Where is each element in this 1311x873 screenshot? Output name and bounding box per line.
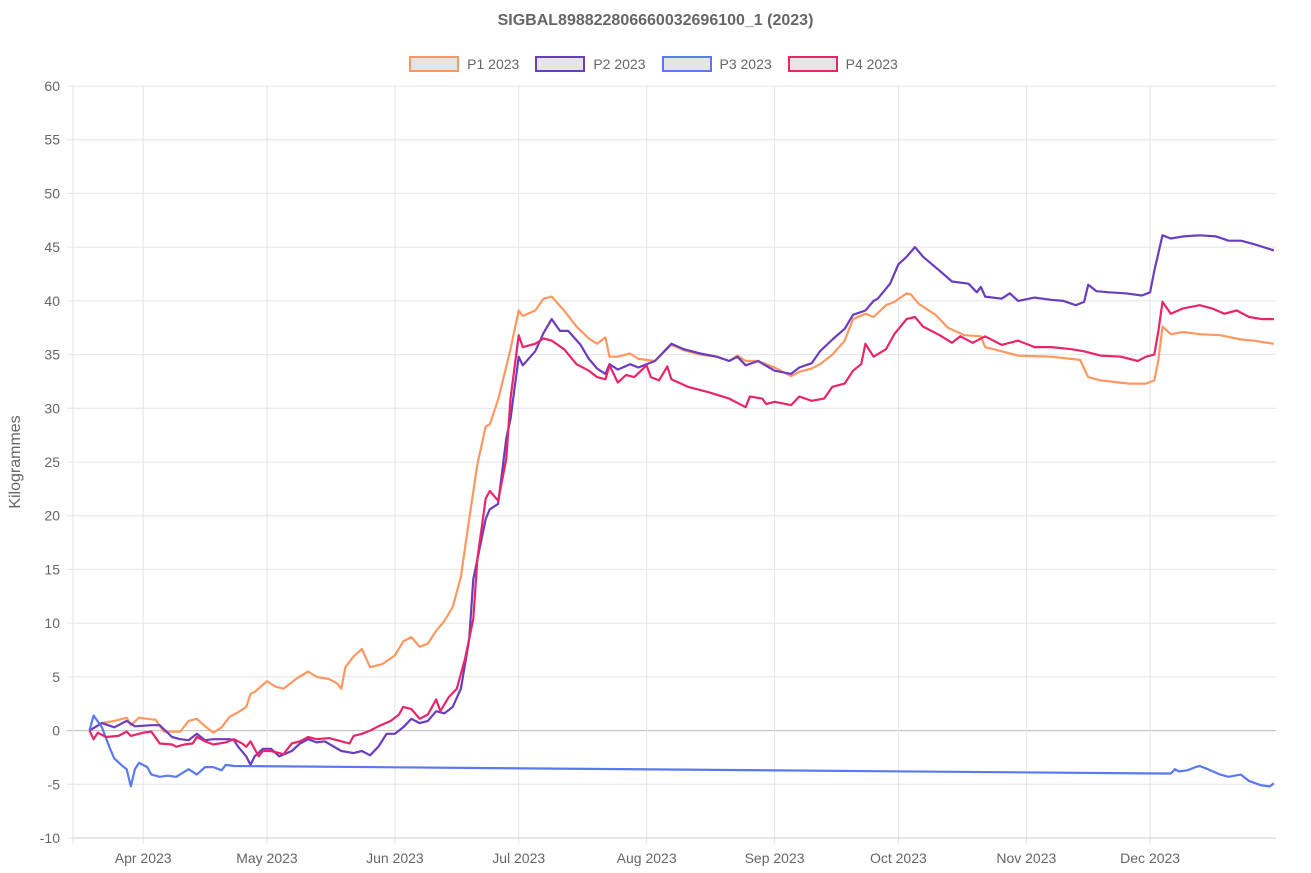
y-tick-label: 55 <box>44 132 60 148</box>
y-axis-label: Kilogrammes <box>7 415 24 508</box>
y-tick-label: 25 <box>44 454 60 470</box>
legend-label: P1 2023 <box>467 56 520 72</box>
legend: P1 2023 P2 2023 P3 2023 P4 2023 <box>0 56 1311 72</box>
legend-label: P2 2023 <box>593 56 646 72</box>
legend-label: P4 2023 <box>845 56 898 72</box>
y-tick-label: 10 <box>44 615 60 631</box>
x-tick-label: Apr 2023 <box>115 850 172 866</box>
x-tick-label: Oct 2023 <box>870 850 927 866</box>
y-tick-label: 0 <box>52 723 60 739</box>
x-tick-label: Sep 2023 <box>745 850 805 866</box>
x-tick-label: Jun 2023 <box>366 850 424 866</box>
series-line-p4 <box>88 300 1274 758</box>
y-tick-label: 15 <box>44 561 60 577</box>
x-tick-label: Aug 2023 <box>617 850 677 866</box>
series-line-p2 <box>88 234 1275 767</box>
y-tick-label: 50 <box>44 185 60 201</box>
legend-swatch <box>409 56 460 72</box>
legend-swatch <box>661 56 712 72</box>
legend-item-p2[interactable]: P2 2023 <box>535 56 646 72</box>
legend-item-p4[interactable]: P4 2023 <box>787 56 898 72</box>
chart-title: SIGBAL898822806660032696100_1 (2023) <box>497 12 814 29</box>
y-tick-label: 35 <box>44 347 60 363</box>
series-line-p3 <box>88 714 1275 788</box>
y-tick-label: -10 <box>40 830 60 846</box>
y-tick-label: 60 <box>44 78 60 94</box>
series-line-p1 <box>88 292 1275 734</box>
x-tick-label: Nov 2023 <box>996 850 1056 866</box>
x-tick-label: Dec 2023 <box>1120 850 1180 866</box>
x-tick-label: Jul 2023 <box>492 850 545 866</box>
y-tick-label: 20 <box>44 508 60 524</box>
y-tick-label: 45 <box>44 239 60 255</box>
y-tick-label: 30 <box>44 400 60 416</box>
legend-swatch <box>535 56 586 72</box>
legend-label: P3 2023 <box>719 56 772 72</box>
legend-swatch <box>787 56 838 72</box>
legend-item-p3[interactable]: P3 2023 <box>661 56 772 72</box>
x-tick-label: May 2023 <box>236 850 298 866</box>
legend-item-p1[interactable]: P1 2023 <box>409 56 519 72</box>
y-tick-label: 40 <box>44 293 60 309</box>
y-tick-label: 5 <box>52 669 60 685</box>
y-tick-label: -5 <box>48 776 61 792</box>
